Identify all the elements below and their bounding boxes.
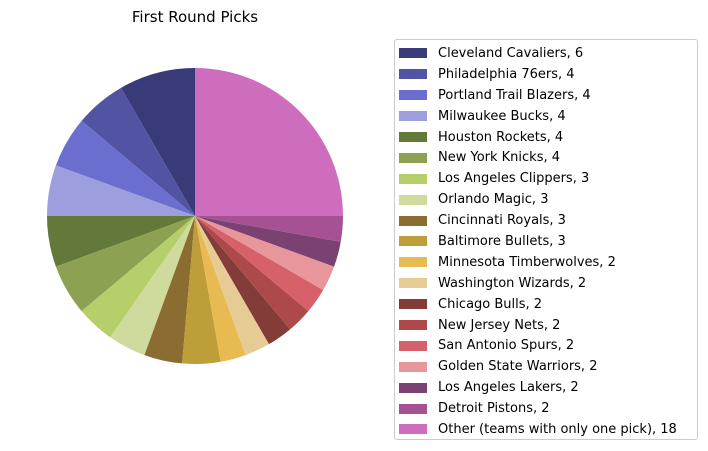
legend-swatch (399, 320, 427, 331)
legend-swatch (399, 340, 427, 351)
pie-slice-1 (81, 87, 195, 216)
legend-item: Milwaukee Bucks, 4 (399, 106, 697, 127)
legend-label: Orlando Magic, 3 (438, 192, 549, 208)
pie-slice-9 (182, 216, 221, 364)
legend-item: Los Angeles Clippers, 3 (399, 168, 697, 189)
chart-title: First Round Picks (131, 8, 259, 26)
legend-label: San Antonio Spurs, 2 (438, 338, 575, 354)
pie-slice-13 (195, 216, 309, 330)
legend-item: Cleveland Cavaliers, 6 (399, 43, 697, 64)
pie-slice-18 (195, 68, 343, 216)
legend-label: Houston Rockets, 4 (438, 129, 564, 145)
legend-label: Portland Trail Blazers, 4 (438, 87, 591, 103)
legend-item: New Jersey Nets, 2 (399, 315, 697, 336)
pie-slice-11 (195, 216, 269, 356)
legend-item: Houston Rockets, 4 (399, 127, 697, 148)
legend-swatch (399, 257, 427, 268)
legend-swatch (399, 194, 427, 205)
legend-swatch (399, 382, 427, 393)
legend-swatch (399, 69, 427, 80)
legend-swatch (399, 215, 427, 226)
legend-item: Minnesota Timberwolves, 2 (399, 252, 697, 273)
legend-item: Philadelphia 76ers, 4 (399, 64, 697, 85)
legend-item: Portland Trail Blazers, 4 (399, 85, 697, 106)
legend-item: Detroit Pistons, 2 (399, 398, 697, 419)
pie-slice-3 (47, 165, 195, 216)
legend-label: Washington Wizards, 2 (438, 275, 587, 291)
legend-swatch (399, 361, 427, 372)
legend-item: Other (teams with only one pick), 18 (399, 419, 697, 440)
pie-slice-16 (195, 216, 341, 267)
legend-label: Cleveland Cavaliers, 6 (438, 45, 584, 61)
legend-label: Golden State Warriors, 2 (438, 359, 598, 375)
legend-swatch (399, 90, 427, 101)
legend-label: Other (teams with only one pick), 18 (438, 421, 677, 437)
legend-item: Baltimore Bullets, 3 (399, 231, 697, 252)
legend-label: Detroit Pistons, 2 (438, 401, 550, 417)
legend-item: New York Knicks, 4 (399, 147, 697, 168)
legend-label: Los Angeles Lakers, 2 (438, 380, 579, 396)
pie-slice-17 (195, 216, 343, 242)
legend-label: Milwaukee Bucks, 4 (438, 108, 566, 124)
legend-swatch (399, 299, 427, 310)
legend-item: Washington Wizards, 2 (399, 273, 697, 294)
legend-label: Philadelphia 76ers, 4 (438, 66, 575, 82)
legend-label: Minnesota Timberwolves, 2 (438, 254, 616, 270)
pie-chart (47, 68, 343, 364)
legend-label: Los Angeles Clippers, 3 (438, 171, 590, 187)
pie-slice-2 (55, 120, 195, 216)
legend-swatch (399, 152, 427, 163)
legend-swatch (399, 424, 427, 435)
pie-slice-5 (55, 216, 195, 312)
legend-label: New Jersey Nets, 2 (438, 317, 561, 333)
pie-slice-0 (121, 68, 195, 216)
pie-slice-12 (195, 216, 291, 345)
legend-swatch (399, 278, 427, 289)
legend-item: San Antonio Spurs, 2 (399, 335, 697, 356)
legend-item: Cincinnati Royals, 3 (399, 210, 697, 231)
pie-slice-6 (81, 216, 195, 338)
legend-label: Baltimore Bullets, 3 (438, 233, 566, 249)
chart-legend: Cleveland Cavaliers, 6 Philadelphia 76ers… (394, 39, 698, 440)
pie-slice-8 (144, 216, 195, 364)
legend-item: Los Angeles Lakers, 2 (399, 377, 697, 398)
legend-item: Chicago Bulls, 2 (399, 294, 697, 315)
legend-label: Chicago Bulls, 2 (438, 296, 543, 312)
pie-slice-14 (195, 216, 324, 312)
legend-label: Cincinnati Royals, 3 (438, 213, 566, 229)
legend-swatch (399, 132, 427, 142)
legend-swatch (399, 48, 427, 59)
legend-item: Orlando Magic, 3 (399, 189, 697, 210)
pie-slice-4 (47, 216, 195, 267)
legend-item: Golden State Warriors, 2 (399, 356, 697, 377)
pie-slice-15 (195, 216, 335, 290)
legend-swatch (399, 111, 427, 122)
legend-swatch (399, 173, 427, 184)
pie-slice-10 (195, 216, 246, 362)
legend-swatch (399, 236, 427, 247)
pie-slice-7 (110, 216, 195, 356)
legend-label: New York Knicks, 4 (438, 150, 561, 166)
legend-swatch (399, 403, 427, 414)
